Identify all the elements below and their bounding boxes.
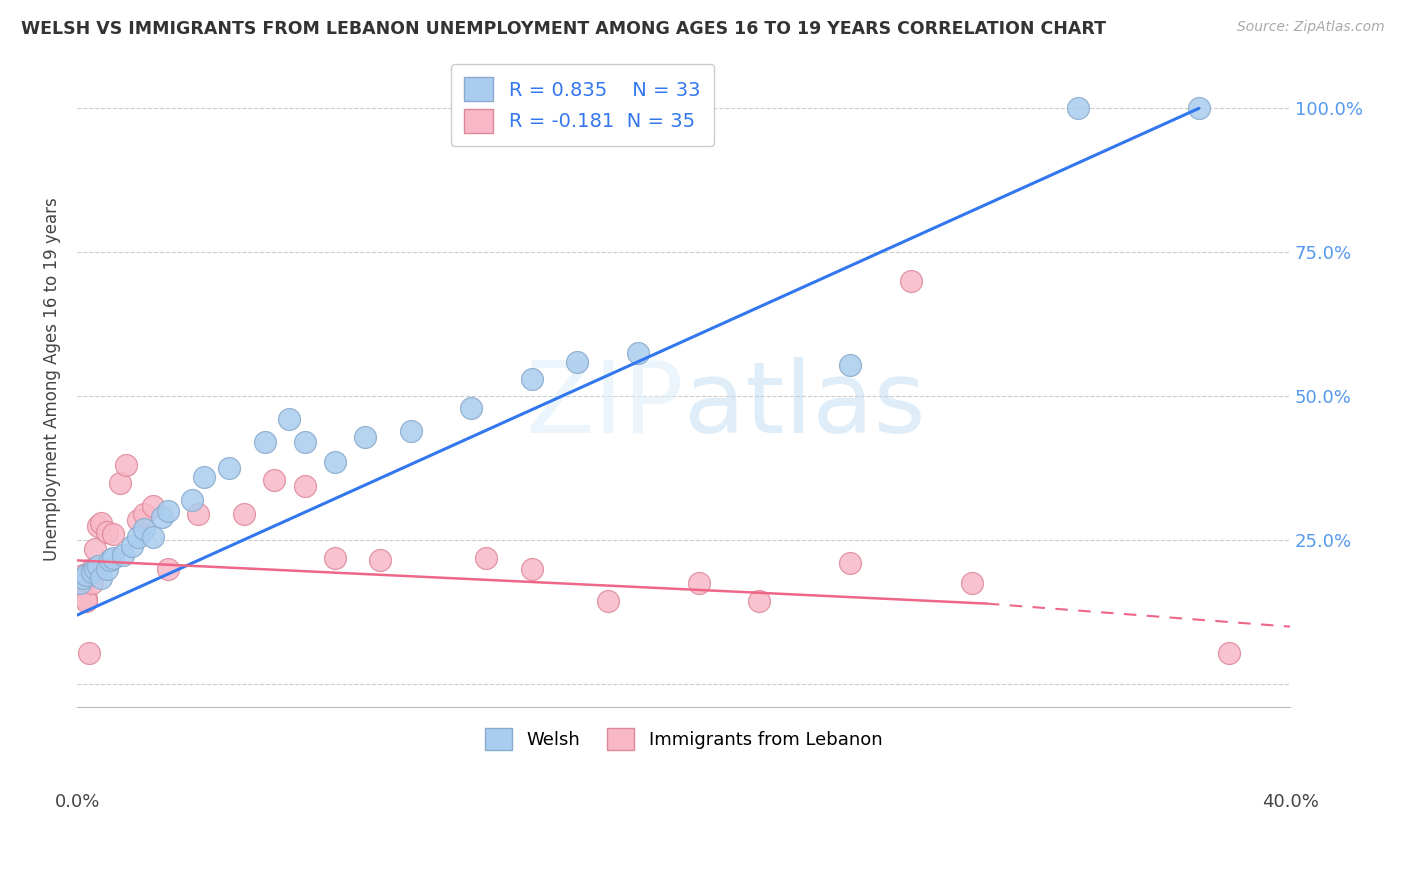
Point <box>84 562 107 576</box>
Point <box>69 576 91 591</box>
Point <box>263 473 285 487</box>
Point <box>72 574 94 588</box>
Point <box>90 571 112 585</box>
Legend: Welsh, Immigrants from Lebanon: Welsh, Immigrants from Lebanon <box>478 721 890 757</box>
Point <box>181 492 204 507</box>
Point <box>90 516 112 530</box>
Point <box>370 553 392 567</box>
Text: atlas: atlas <box>683 357 925 454</box>
Point <box>132 522 155 536</box>
Point <box>399 424 422 438</box>
Point <box>278 412 301 426</box>
Point <box>75 591 97 605</box>
Point <box>475 550 498 565</box>
Point <box>839 556 862 570</box>
Text: ZIP: ZIP <box>526 357 683 454</box>
Point <box>103 550 125 565</box>
Y-axis label: Unemployment Among Ages 16 to 19 years: Unemployment Among Ages 16 to 19 years <box>44 197 60 561</box>
Point <box>193 470 215 484</box>
Point <box>96 524 118 539</box>
Point <box>84 541 107 556</box>
Point <box>108 475 131 490</box>
Point <box>69 576 91 591</box>
Point <box>294 478 316 492</box>
Point <box>520 372 543 386</box>
Point <box>75 593 97 607</box>
Point <box>82 576 104 591</box>
Point <box>72 567 94 582</box>
Point <box>121 539 143 553</box>
Text: WELSH VS IMMIGRANTS FROM LEBANON UNEMPLOYMENT AMONG AGES 16 TO 19 YEARS CORRELAT: WELSH VS IMMIGRANTS FROM LEBANON UNEMPLO… <box>21 20 1107 37</box>
Text: 40.0%: 40.0% <box>1261 793 1319 811</box>
Point <box>87 559 110 574</box>
Point <box>100 553 122 567</box>
Point <box>142 499 165 513</box>
Point <box>323 550 346 565</box>
Point <box>1218 646 1240 660</box>
Text: 0.0%: 0.0% <box>55 793 100 811</box>
Point <box>82 565 104 579</box>
Point <box>323 455 346 469</box>
Point <box>82 562 104 576</box>
Point <box>748 593 770 607</box>
Point <box>77 646 100 660</box>
Point <box>596 593 619 607</box>
Point <box>96 562 118 576</box>
Point <box>688 576 710 591</box>
Point <box>69 582 91 597</box>
Point <box>218 461 240 475</box>
Point <box>157 562 180 576</box>
Point <box>294 435 316 450</box>
Point <box>87 519 110 533</box>
Point <box>839 358 862 372</box>
Point <box>127 513 149 527</box>
Point <box>150 510 173 524</box>
Point <box>232 508 254 522</box>
Point <box>960 576 983 591</box>
Point <box>132 508 155 522</box>
Point <box>354 429 377 443</box>
Point <box>900 274 922 288</box>
Point <box>72 571 94 585</box>
Point <box>111 548 134 562</box>
Point <box>627 346 650 360</box>
Point <box>567 354 589 368</box>
Point <box>520 562 543 576</box>
Point <box>460 401 482 415</box>
Point <box>254 435 277 450</box>
Text: Source: ZipAtlas.com: Source: ZipAtlas.com <box>1237 20 1385 34</box>
Point <box>103 527 125 541</box>
Point <box>1188 101 1211 115</box>
Point <box>1067 101 1090 115</box>
Point <box>187 508 209 522</box>
Point <box>157 504 180 518</box>
Point <box>127 530 149 544</box>
Point <box>114 458 136 473</box>
Point <box>142 530 165 544</box>
Point <box>75 567 97 582</box>
